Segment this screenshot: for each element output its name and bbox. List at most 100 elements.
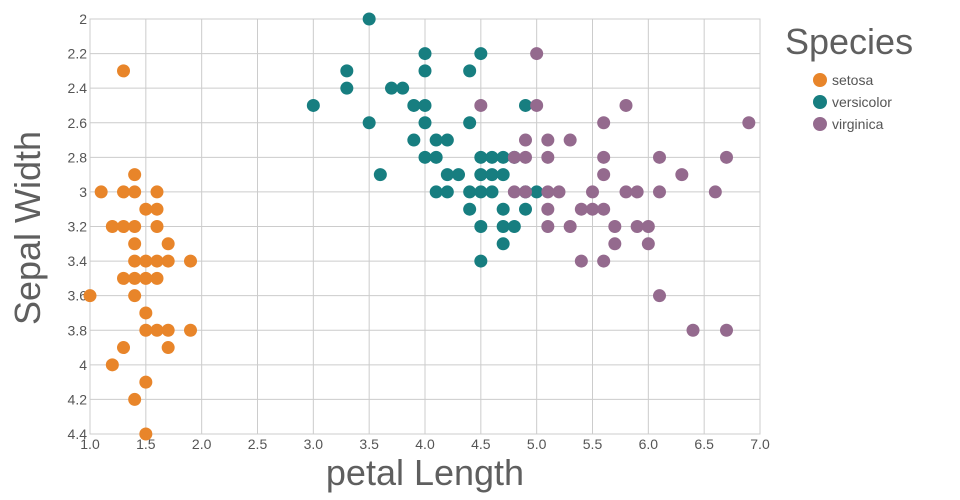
data-point-versicolor [463,64,477,78]
data-point-virginica [720,150,733,164]
data-point-setosa [139,323,153,337]
data-point-virginica [530,98,544,112]
data-point-versicolor [385,81,398,95]
data-point-versicolor [407,98,421,112]
data-point-versicolor [496,202,510,216]
data-point-versicolor [474,150,488,164]
y-tick-label: 3.8 [68,322,88,338]
data-point-virginica [597,202,611,216]
x-tick-label: 6.5 [694,436,714,452]
data-point-versicolor [474,47,488,61]
data-point-versicolor [463,116,477,130]
y-tick-label: 2.4 [68,80,88,96]
data-point-versicolor [463,202,477,216]
y-tick-label: 3.2 [68,219,88,235]
series-virginica [474,47,756,337]
y-tick-label: 4.4 [68,426,88,442]
data-point-versicolor [340,64,354,78]
data-point-versicolor [507,220,521,233]
data-point-versicolor [530,185,544,199]
data-point-setosa [128,220,142,233]
y-tick-label: 3 [79,184,87,200]
data-point-setosa [150,202,164,216]
data-point-virginica [630,220,644,233]
data-point-virginica [597,150,611,164]
x-tick-label: 7.0 [750,436,770,452]
legend: Species setosa versicolor virginica [785,21,913,132]
data-point-virginica [563,220,577,233]
data-point-setosa [139,254,153,268]
y-tick-label: 2.8 [68,149,88,165]
data-point-virginica [519,150,532,164]
data-point-versicolor [440,133,454,147]
data-point-versicolor [519,202,532,216]
data-point-setosa [83,289,97,303]
data-point-virginica [653,289,666,303]
data-point-versicolor [340,81,354,95]
data-point-setosa [117,271,130,285]
legend-swatch-virginica [813,117,827,131]
data-point-versicolor [362,116,376,130]
data-point-versicolor [418,98,432,112]
x-tick-label: 3.0 [304,436,324,452]
x-tick-label: 2.0 [192,436,212,452]
data-point-virginica [586,202,599,216]
data-point-virginica [630,185,644,199]
data-point-versicolor [306,98,320,112]
data-point-virginica [742,116,756,130]
data-point-virginica [653,185,666,199]
data-point-setosa [128,168,142,182]
data-point-setosa [117,341,130,355]
data-point-virginica [708,185,722,199]
data-point-setosa [139,202,153,216]
data-point-versicolor [496,150,510,164]
y-axis-ticks: 2 2.2 2.4 2.6 2.8 3 3.2 3.4 3.6 3.8 4 4.2 4.4 [68,11,88,442]
data-point-virginica [507,150,521,164]
data-point-virginica [541,202,555,216]
data-point-versicolor [474,185,488,199]
data-point-virginica [641,220,655,233]
data-point-versicolor [440,168,454,182]
data-point-setosa [184,323,197,337]
data-point-virginica [686,323,700,337]
data-point-virginica [608,237,622,251]
data-point-virginica [474,98,488,112]
y-tick-label: 2 [79,11,87,27]
legend-items: setosa versicolor virginica [813,72,892,132]
data-point-virginica [519,185,532,199]
y-axis-title: Sepal Width [7,131,48,325]
data-point-setosa [128,271,142,285]
x-tick-label: 5.5 [583,436,603,452]
grid [89,18,761,435]
data-point-versicolor [463,185,477,199]
data-point-setosa [150,185,164,199]
data-point-setosa [139,375,153,389]
y-tick-label: 4.2 [68,391,88,407]
data-point-versicolor [418,64,432,78]
x-tick-label: 3.5 [359,436,379,452]
x-tick-label: 4.5 [471,436,491,452]
legend-swatch-versicolor [813,95,827,109]
data-point-virginica [541,185,555,199]
data-point-virginica [675,168,689,182]
data-point-setosa [150,220,164,233]
data-point-virginica [619,185,633,199]
x-tick-label: 5.0 [527,436,547,452]
legend-title: Species [785,21,913,62]
data-point-setosa [150,271,164,285]
x-tick-label: 4.0 [415,436,435,452]
data-point-setosa [184,254,197,268]
series-setosa [83,64,197,441]
data-point-setosa [117,220,130,233]
y-tick-label: 4 [79,357,87,373]
data-point-virginica [597,168,611,182]
data-point-setosa [139,271,153,285]
data-point-virginica [541,150,555,164]
data-point-versicolor [485,185,499,199]
x-tick-label: 6.0 [639,436,659,452]
data-point-virginica [530,47,544,61]
x-axis-title: petal Length [326,452,524,493]
data-point-setosa [150,323,164,337]
data-point-virginica [720,323,733,337]
